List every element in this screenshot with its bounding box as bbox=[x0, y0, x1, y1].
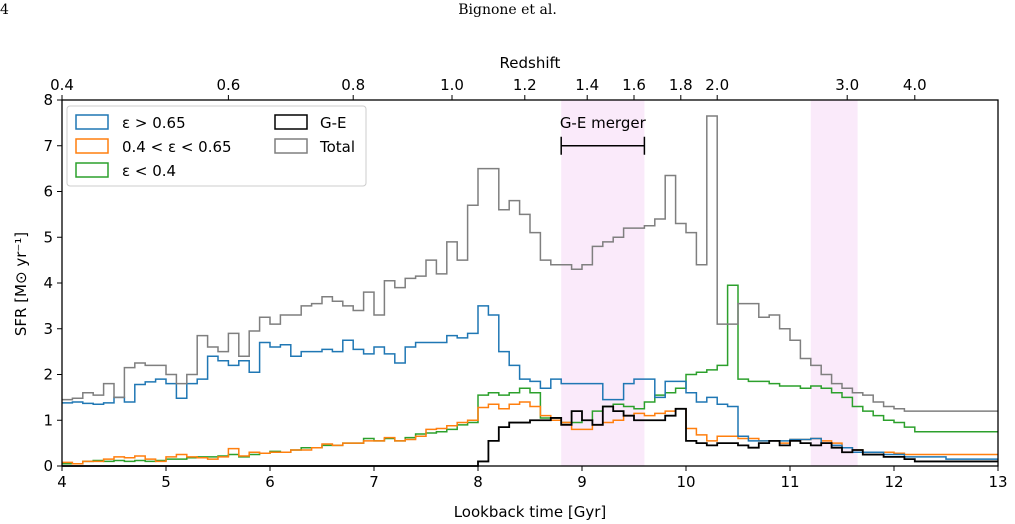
legend-swatch-total bbox=[274, 138, 308, 154]
legend-swatch-mid bbox=[75, 138, 109, 154]
top-tick-label: 3.0 bbox=[835, 76, 859, 94]
x-axis-title: Lookback time [Gyr] bbox=[454, 503, 607, 521]
ge-merger-label: G-E merger bbox=[560, 114, 647, 132]
x-tick-label: 9 bbox=[577, 473, 587, 491]
legend-swatch-high bbox=[75, 114, 109, 130]
legend-label-total: Total bbox=[319, 138, 355, 156]
x-tick-label: 4 bbox=[57, 473, 67, 491]
x-tick-label: 6 bbox=[265, 473, 275, 491]
top-tick-label: 4.0 bbox=[903, 76, 927, 94]
top-tick-label: 1.6 bbox=[622, 76, 646, 94]
y-tick-label: 2 bbox=[43, 366, 53, 384]
top-tick-label: 1.0 bbox=[440, 76, 464, 94]
top-tick-label: 1.4 bbox=[575, 76, 599, 94]
y-tick-label: 3 bbox=[43, 320, 53, 338]
shaded-regions bbox=[561, 100, 858, 466]
annotation: G-E merger bbox=[560, 114, 647, 155]
top-tick-label: 0.8 bbox=[341, 76, 365, 94]
series-line-high-ecc bbox=[62, 305, 998, 460]
legend-label-low: ε < 0.4 bbox=[122, 162, 176, 180]
series-line-total bbox=[62, 115, 998, 412]
legend-label-high: ε > 0.65 bbox=[122, 114, 186, 132]
y-tick-label: 6 bbox=[43, 183, 53, 201]
legend-box bbox=[66, 105, 367, 187]
x-tick-label: 5 bbox=[161, 473, 171, 491]
x-tick-label: 12 bbox=[884, 473, 903, 491]
legend: ε > 0.65 0.4 < ε < 0.65 ε < 0.4 G-E Tota… bbox=[66, 105, 367, 187]
running-title: Bignone et al. bbox=[458, 2, 557, 18]
legend-label-ge: G-E bbox=[320, 114, 347, 132]
top-tick-label: 2.0 bbox=[705, 76, 729, 94]
top-tick-label: 0.4 bbox=[50, 76, 74, 94]
shaded-region-2 bbox=[810, 100, 858, 466]
x-tick-label: 13 bbox=[988, 473, 1007, 491]
x-tick-label: 8 bbox=[473, 473, 483, 491]
y-tick-label: 8 bbox=[43, 91, 53, 109]
y-tick-label: 0 bbox=[43, 457, 53, 475]
page-header: 4 Bignone et al. bbox=[0, 0, 1015, 30]
x-tick-label: 10 bbox=[676, 473, 695, 491]
page-number: 4 bbox=[0, 2, 9, 18]
y-axis-title: SFR [M⊙ yr⁻¹] bbox=[12, 232, 30, 336]
legend-label-mid: 0.4 < ε < 0.65 bbox=[122, 138, 232, 156]
y-tick-label: 5 bbox=[43, 228, 53, 246]
x-tick-label: 7 bbox=[369, 473, 379, 491]
y-tick-label: 4 bbox=[43, 274, 53, 292]
top-tick-label: 0.6 bbox=[216, 76, 240, 94]
series-line-low-ecc bbox=[62, 284, 998, 465]
shaded-region-1 bbox=[561, 100, 645, 466]
x-tick-label: 11 bbox=[780, 473, 799, 491]
legend-swatch-ge bbox=[274, 114, 308, 130]
top-tick-label: 1.2 bbox=[513, 76, 537, 94]
y-tick-label: 1 bbox=[43, 411, 53, 429]
top-tick-label: 1.8 bbox=[669, 76, 693, 94]
y-tick-label: 7 bbox=[43, 137, 53, 155]
legend-swatch-low bbox=[75, 162, 109, 178]
top-axis-title: Redshift bbox=[500, 54, 561, 72]
